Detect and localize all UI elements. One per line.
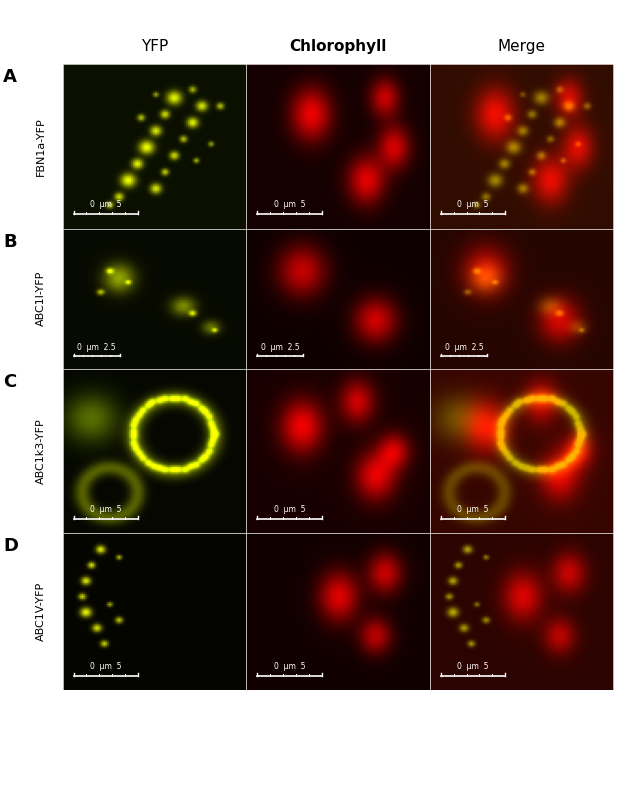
Text: ABC1l-YFP: ABC1l-YFP	[36, 271, 46, 326]
Text: 0  μm  5: 0 μm 5	[457, 504, 489, 513]
Text: 0  μm  5: 0 μm 5	[274, 504, 305, 513]
Text: YFP: YFP	[141, 38, 168, 54]
Text: 0  μm  2.5: 0 μm 2.5	[77, 343, 116, 352]
Text: FBN1a-YFP: FBN1a-YFP	[36, 117, 46, 176]
Text: C: C	[3, 373, 16, 391]
Text: 0  μm  5: 0 μm 5	[457, 200, 489, 209]
Text: 0  μm  5: 0 μm 5	[90, 504, 121, 513]
Text: 0  μm  5: 0 μm 5	[457, 662, 489, 671]
Text: Merge: Merge	[498, 38, 546, 54]
Text: 0  μm  5: 0 μm 5	[274, 200, 305, 209]
Text: ABC1k3-YFP: ABC1k3-YFP	[36, 419, 46, 484]
Text: 0  μm  5: 0 μm 5	[90, 662, 121, 671]
Text: A: A	[3, 68, 17, 86]
Text: ABC1V-YFP: ABC1V-YFP	[36, 582, 46, 641]
Text: 0  μm  2.5: 0 μm 2.5	[444, 343, 483, 352]
Text: B: B	[3, 233, 17, 250]
Text: 0  μm  5: 0 μm 5	[90, 200, 121, 209]
Text: Chlorophyll: Chlorophyll	[289, 38, 387, 54]
Text: D: D	[3, 537, 18, 555]
Text: 0  μm  2.5: 0 μm 2.5	[261, 343, 299, 352]
Text: 0  μm  5: 0 μm 5	[274, 662, 305, 671]
